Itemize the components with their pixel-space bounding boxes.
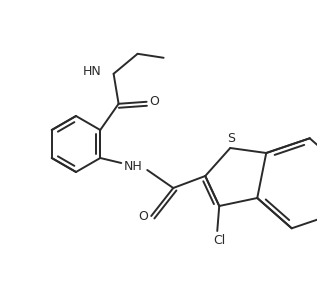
Text: S: S	[227, 132, 235, 145]
Text: HN: HN	[83, 65, 102, 78]
Text: O: O	[138, 210, 148, 223]
Text: O: O	[150, 95, 159, 108]
Text: NH: NH	[124, 160, 143, 173]
Text: Cl: Cl	[213, 234, 225, 247]
